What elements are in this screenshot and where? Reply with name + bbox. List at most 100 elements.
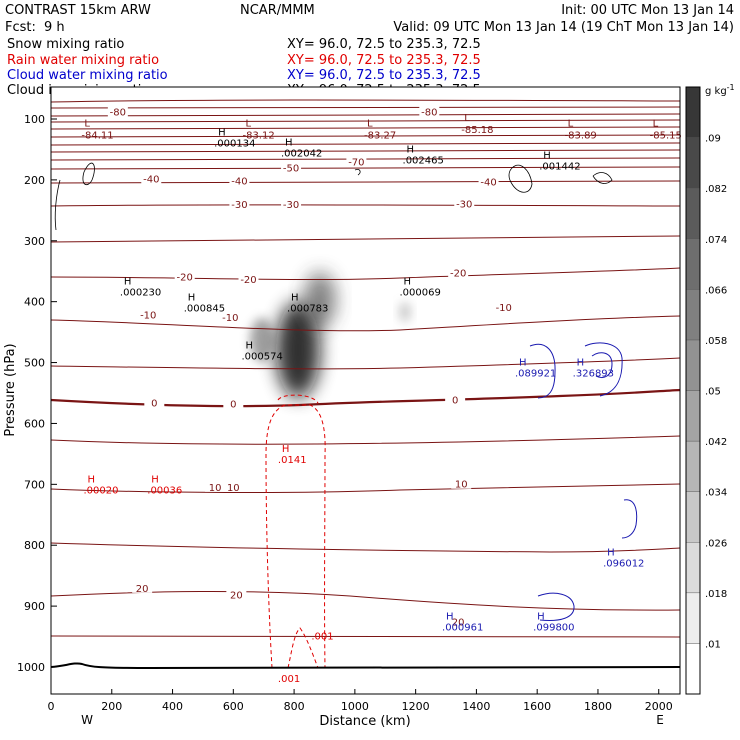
colorbar-swatch [685, 390, 701, 442]
snow-contour [82, 162, 95, 186]
cloud-water-max-marker: H [607, 547, 615, 558]
x-tick-label: 1800 [584, 700, 612, 713]
snow-core [276, 302, 320, 398]
field-xy-rain: XY= 96.0, 72.5 to 235.3, 72.5 [287, 53, 481, 68]
x-tick-label: 1600 [523, 700, 551, 713]
cloud-water-contour [529, 343, 556, 399]
colorbar-unit-base: g kg [705, 86, 727, 97]
isotherm-label-bg [238, 273, 259, 285]
isotherm [51, 134, 680, 138]
field-name-cloud-water: Cloud water mixing ratio [7, 68, 168, 83]
snow-max-marker: H [543, 150, 551, 161]
snow-max-marker: H [285, 138, 293, 149]
snow-max-marker: H [291, 292, 299, 303]
isotherm-label: 10 [227, 483, 240, 494]
y-tick-label: 1000 [17, 661, 45, 674]
cloud-water-max-value: .000961 [442, 622, 483, 633]
x-tick-label: 200 [101, 700, 122, 713]
snow-max-value: .000230 [120, 288, 161, 299]
colorbar-unit: g kg-1 [705, 83, 735, 97]
colorbar-swatch [685, 440, 701, 492]
isotherm-label: 20 [136, 584, 149, 595]
snow-small-patch [399, 302, 411, 322]
temp-min-value: -85.18 [461, 125, 493, 136]
isotherm-label: 20 [230, 591, 243, 602]
isotherm-label: -30 [456, 200, 472, 211]
x-axis-label: Distance (km) [319, 714, 410, 729]
isotherm-label-bg [346, 155, 367, 167]
colorbar-swatch [685, 86, 701, 138]
isotherm [51, 204, 680, 207]
snow-max-value: .000783 [287, 303, 328, 314]
cloud-water-contours [529, 342, 638, 621]
isotherm-label: 10 [455, 480, 468, 491]
plot-area [51, 87, 680, 694]
temp-min-marker: L [245, 118, 251, 129]
isotherm-label-bg [132, 581, 153, 593]
cloud-water-contour [537, 592, 575, 621]
isotherm [51, 267, 680, 281]
fcst-value: 9 h [44, 20, 65, 35]
x-tick-label: 0 [48, 700, 55, 713]
y-tick-label: 200 [24, 174, 45, 187]
isotherm-label-bg [281, 161, 302, 173]
isotherm [51, 235, 680, 243]
temp-min-marker: L [84, 118, 90, 129]
snow-max-marker: H [218, 127, 226, 138]
colorbar-ticks: .01 .018 .026 .034 .042 .05 .058 .066 .074 .082 .0… [705, 134, 727, 651]
isotherm [51, 483, 680, 494]
isotherm-label-bg [223, 397, 244, 409]
snow-max-value: .001442 [539, 161, 580, 172]
rain-max-marker: H [282, 444, 290, 455]
isotherm-label-bg [478, 175, 499, 187]
snow-contour [354, 169, 361, 176]
isotherm [51, 435, 680, 445]
colorbar-tick-label: .018 [705, 589, 727, 600]
colorbar-unit-exponent: -1 [727, 83, 735, 92]
colorbar-swatch [685, 137, 701, 189]
isotherm-label-bg [229, 174, 250, 186]
isotherm-label: -40 [480, 178, 496, 189]
snow-max-value: .002465 [403, 155, 444, 166]
isotherm-label-bg [493, 301, 514, 313]
cloud-water-max-value: .099800 [533, 622, 574, 633]
x-tick-label: 2000 [645, 700, 673, 713]
ice-minima: L-84.11L-83.12L-83.27L-85.18L-83.89L-85.… [81, 113, 681, 141]
y-tick-label: 900 [24, 600, 45, 613]
y-tick-label: 600 [24, 417, 45, 430]
rain-max-value: .0141 [278, 455, 307, 466]
y-tick-label: 100 [24, 113, 45, 126]
isotherm-label-bg [448, 615, 469, 627]
cloud-water-max-value: .089921 [515, 369, 556, 380]
colorbar-tick-label: .042 [705, 437, 727, 448]
y-axis-label: Pressure (hPa) [3, 343, 18, 436]
isotherm-label: 0 [230, 399, 236, 410]
colorbar-tick-label: .01 [705, 639, 721, 650]
temperature-labels: -80 -80 -70 -50 -40 -40 -40 -30 -30 -30 -20 -20 -20 -… [107, 105, 514, 628]
colorbar-swatch [685, 187, 701, 239]
rain-max-value: .00036 [147, 485, 182, 496]
colorbar-swatches [685, 86, 701, 695]
isotherm-label: -10 [222, 313, 238, 324]
isotherm-label-bg [220, 310, 241, 322]
isotherm-label: -10 [496, 303, 512, 314]
snow-max-value: .000845 [184, 303, 225, 314]
isotherm-label-bg [144, 396, 165, 408]
snow-max-value: .002042 [281, 149, 322, 160]
isotherm-label: -20 [177, 273, 193, 284]
isotherm-label: -40 [231, 176, 247, 187]
snow-contour [592, 172, 613, 184]
isotherm-label: -30 [283, 200, 299, 211]
rain-lower-contour [287, 627, 319, 669]
isotherm-label: -70 [348, 158, 364, 169]
field-name-snow: Snow mixing ratio [7, 37, 124, 52]
colorbar: .01 .018 .026 .034 .042 .05 .058 .066 .074 .082 .0… [685, 83, 735, 695]
init-time: Init: 00 UTC Mon 13 Jan 14 [561, 3, 734, 18]
isotherm-label-bg [229, 198, 250, 210]
snow-contour [508, 164, 533, 193]
colorbar-swatch [685, 542, 701, 594]
isotherm-label-bg [448, 266, 469, 278]
isotherm [51, 542, 680, 553]
